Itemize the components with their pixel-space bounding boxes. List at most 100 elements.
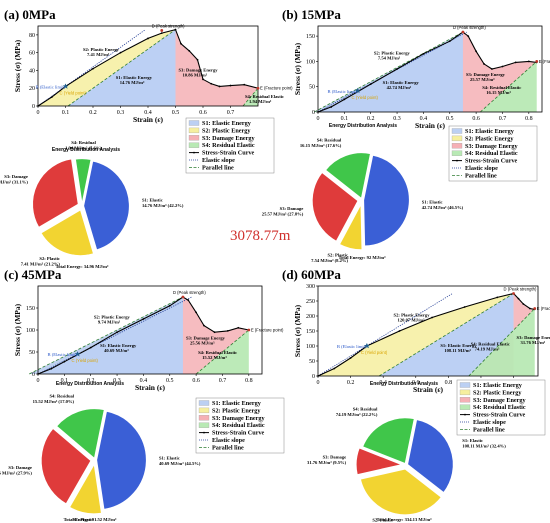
legend-swatch-dot	[464, 413, 466, 416]
peak-label: D (Peak strength)	[173, 290, 206, 295]
pie-label: S3: Damage	[280, 206, 304, 211]
legend-swatch-dot	[203, 431, 205, 434]
legend-label: Parallel line	[202, 164, 234, 171]
region-label-s1: S1: Elastic Energy	[383, 80, 420, 85]
pie-title: Energy Distribution Analysis	[329, 123, 397, 129]
fracture-label: E (Fracture point)	[539, 59, 550, 64]
curve-point	[116, 331, 118, 334]
curve-point	[333, 367, 336, 370]
legend-box	[195, 397, 285, 454]
region-label-s1: S1: Elastic Energy	[100, 343, 137, 348]
x-axis-title: Strain (ε)	[415, 121, 446, 130]
region-s2	[38, 29, 176, 106]
pie-value: 10.86 MJ/m³ (31.1%)	[0, 180, 28, 185]
curve-point	[63, 360, 66, 363]
curve-point	[448, 40, 451, 43]
legend-swatch	[198, 407, 210, 414]
curve-point	[213, 331, 216, 334]
pie-title: Energy Distribution Analysis	[56, 381, 124, 387]
legend-label: S2: Plastic Energy	[212, 407, 261, 414]
legend-label: S3: Damage Energy	[465, 143, 518, 150]
curve-point	[203, 324, 205, 327]
y-tick-label: 100	[306, 59, 315, 65]
legend-swatch	[451, 128, 463, 134]
yield-point-label: C (Yield point)	[60, 90, 87, 95]
curve-point	[50, 367, 53, 370]
panel-label: (c) 45MPa	[4, 267, 62, 282]
x-tick-label: 0.2	[347, 380, 355, 386]
peak-label: D (Peak strength)	[504, 287, 537, 292]
legend-label: S1: Elastic Energy	[473, 382, 523, 389]
curve-point	[142, 318, 145, 320]
legend-label: Stress-Strain Curve	[473, 412, 526, 419]
y-tick-label: 150	[306, 329, 315, 335]
curve-point	[174, 28, 177, 31]
pie-value: 16.15 MJ/m³ (17.6%)	[300, 143, 342, 148]
x-axis-title: Strain (ε)	[135, 383, 166, 392]
legend-label: S2: Plastic Energy	[202, 127, 251, 134]
curve-point	[243, 83, 246, 86]
region-value-s3: 10.86 MJ/m³	[183, 73, 208, 78]
elastic-limit-star-icon	[74, 351, 81, 357]
curve-point	[218, 85, 221, 88]
legend-label: Elastic slope	[212, 437, 245, 444]
pie-title: Energy Distribution Analysis	[370, 381, 438, 387]
fracture-marker	[535, 60, 539, 63]
pie-value: 1.94 MJ/m³ (5.6%)	[65, 146, 102, 151]
legend-box	[456, 379, 546, 436]
parallel-line-residual	[479, 61, 537, 113]
pie-slice-3	[31, 158, 80, 229]
pie-value: 108.11 MJ/m³ (32.4%)	[462, 444, 506, 449]
pie-total: Total Energy: 334.13 MJ/m³	[376, 517, 432, 522]
region-label-s1: S1: Elastic Energy	[116, 75, 153, 80]
legend-label: S2: Plastic Energy	[465, 135, 514, 142]
x-tick-label: 0.3	[393, 116, 401, 122]
legend-label: Elastic slope	[465, 165, 498, 172]
pie-label: S4: Residual	[317, 138, 342, 143]
region-value-s1: 42.74 MJ/m³	[387, 85, 412, 90]
curve-point	[195, 311, 198, 314]
region-s2	[318, 293, 514, 376]
legend-swatch	[459, 404, 471, 410]
y-tick-label: 50	[309, 85, 315, 91]
fracture-marker	[247, 328, 251, 332]
pie-total: Total Energy: 92 MJ/m³	[338, 255, 386, 260]
panel-4: (d) 60MPa00.20.40.60.811.205010015020025…	[282, 267, 550, 523]
curve-point	[491, 68, 493, 70]
parallel-line	[29, 296, 184, 375]
y-tick-label: 0	[312, 110, 315, 116]
x-tick-label: 0.8	[445, 380, 453, 386]
curve-point	[517, 297, 520, 300]
pie-slice-4	[361, 417, 416, 465]
pie-label: S2: Plastic	[73, 517, 94, 522]
pie-slice-1	[406, 418, 454, 494]
curve-point	[369, 83, 372, 86]
x-tick-label: 0.8	[245, 378, 253, 384]
y-tick-label: 200	[306, 314, 315, 320]
panel-1: (a) 0MPa 0 0.1 0.2 0.3 0.4 0.5 0.6 0.7 0 20 40 60 80 S…	[0, 7, 293, 269]
pie-slice-3	[355, 447, 405, 476]
pie-total: Total Energy: 34.96 MJ/m³	[56, 264, 109, 269]
curve-point	[463, 306, 466, 308]
y-tick-label: 0	[32, 104, 35, 110]
elastic-limit-label: B (Elastic limit)	[328, 89, 358, 94]
pie-label: S2: Plastic	[327, 252, 348, 257]
curve-point	[467, 35, 470, 38]
x-tick-label: 0.4	[420, 116, 428, 122]
y-tick-label: 60	[29, 51, 35, 57]
region-value-s2: 120.07 MJ/m³	[398, 318, 426, 323]
pie-slice-1	[82, 160, 131, 251]
legend-label: S3: Damage Energy	[473, 397, 526, 404]
legend-swatch	[459, 397, 471, 403]
y-tick-label: 50	[309, 359, 315, 365]
peak-label: D (Peak strength)	[453, 25, 486, 30]
pie-label: S3: Damage	[8, 465, 32, 470]
region-value-s2: 7.54 MJ/m³	[378, 55, 401, 60]
pie-slice-4	[324, 152, 372, 200]
pie-slice-3	[311, 171, 359, 243]
pie-value: 31.76 MJ/m³ (9.5%)	[307, 460, 347, 465]
curve-point	[501, 65, 504, 68]
legend-box	[185, 117, 275, 174]
y-tick-label: 100	[26, 328, 35, 334]
pie-value: 14.76 MJ/m³ (42.2%)	[142, 203, 184, 208]
